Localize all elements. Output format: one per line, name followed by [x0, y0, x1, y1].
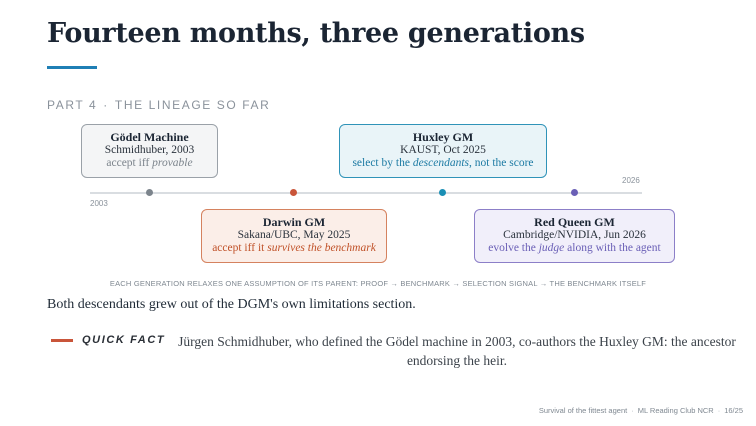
generation-name: Huxley GM	[412, 130, 474, 144]
title-underline	[47, 66, 97, 69]
generation-rule: evolve the judge along with the agent	[488, 242, 661, 254]
generation-rule: accept iff it survives the benchmark	[212, 242, 376, 254]
section-name: THE LINEAGE SO FAR	[114, 98, 271, 112]
timeline-caption: EACH GENERATION RELAXES ONE ASSUMPTION O…	[109, 279, 647, 288]
generation-card-darwin: Darwin GM Sakana/UBC, May 2025 accept if…	[201, 209, 387, 263]
slide-title: Fourteen months, three generations	[47, 18, 585, 49]
timeline-end-year: 2026	[622, 176, 640, 185]
timeline-axis	[90, 192, 642, 194]
section-label: PART 4 · THE LINEAGE SO FAR	[47, 98, 270, 112]
page-number: 16/25	[724, 406, 743, 415]
generation-name: Darwin GM	[262, 215, 326, 229]
generation-rule: accept iff provable	[106, 157, 193, 169]
section-separator: ·	[103, 98, 109, 112]
section-part: PART 4	[47, 98, 98, 112]
generation-name: Gödel Machine	[110, 130, 189, 144]
quick-fact-accent-bar	[51, 339, 73, 342]
generation-origin: Cambridge/NVIDIA, Jun 2026	[503, 229, 646, 241]
generation-origin: KAUST, Oct 2025	[400, 144, 486, 156]
timeline-dot-godel	[146, 189, 153, 196]
generation-card-huxley: Huxley GM KAUST, Oct 2025 select by the …	[339, 124, 547, 178]
generation-rule: select by the descendants, not the score	[352, 157, 534, 169]
quick-fact-label: QUICK FACT	[82, 334, 166, 346]
generation-name: Red Queen GM	[534, 215, 615, 229]
body-text: Both descendants grew out of the DGM's o…	[47, 297, 416, 312]
generation-origin: Sakana/UBC, May 2025	[237, 229, 351, 241]
timeline-dot-huxley	[439, 189, 446, 196]
generation-card-godel: Gödel Machine Schmidhuber, 2003 accept i…	[81, 124, 218, 178]
timeline-dot-red-queen	[571, 189, 578, 196]
quick-fact-text: Jürgen Schmidhuber, who defined the Göde…	[178, 334, 736, 368]
timeline-dot-darwin	[290, 189, 297, 196]
slide-footer: Survival of the fittest agent · ML Reading…	[538, 406, 743, 415]
timeline-start-year: 2003	[90, 199, 108, 208]
generation-origin: Schmidhuber, 2003	[104, 144, 195, 156]
generation-card-red-queen: Red Queen GM Cambridge/NVIDIA, Jun 2026 …	[474, 209, 675, 263]
footer-venue: ML Reading Club NCR	[637, 406, 714, 415]
footer-talk-title: Survival of the fittest agent	[538, 406, 628, 415]
